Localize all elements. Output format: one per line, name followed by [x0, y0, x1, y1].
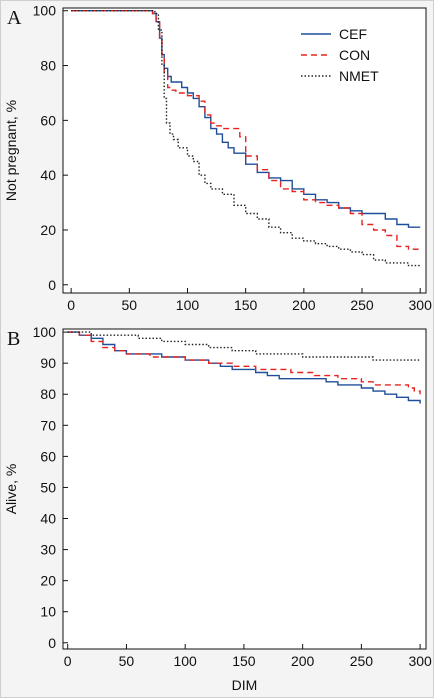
panel-a-letter: A: [7, 7, 22, 29]
panel-b-y-tick-label-90: 90: [40, 355, 56, 371]
panel-a-y-tick-label-60: 60: [40, 112, 56, 128]
panel-b-y-tick-label-50: 50: [40, 479, 56, 495]
panel-b-y-tick-label-60: 60: [40, 448, 56, 464]
panel-a-y-tick-label-0: 0: [48, 277, 56, 293]
panel-b-x-tick-label-250: 250: [350, 653, 374, 669]
panel-a-y-tick-label-80: 80: [40, 58, 56, 74]
panel-b-y-tick-label-20: 20: [40, 573, 56, 589]
panel-b-y-tick-label-30: 30: [40, 542, 56, 558]
legend-label-cef: CEF: [339, 26, 367, 42]
panel-b-series-con-line: [67, 331, 421, 395]
panel-a-legend: CEF CON NMET: [301, 26, 379, 84]
panel-a-y-tick-label-40: 40: [40, 167, 56, 183]
panel-a-x-tick-label-300: 300: [409, 297, 433, 313]
panel-b-series-nmet-line: [67, 331, 421, 361]
panel-a-y-tick-label-20: 20: [40, 222, 56, 238]
panel-a-x-tick-label-0: 0: [67, 297, 75, 313]
panel-b-x-tick-label-200: 200: [291, 653, 315, 669]
panel-b-x-tick-label-300: 300: [408, 653, 432, 669]
panel-a-group: 0 50 100 150 200 250 300 0 20 40 60 80 100 Not pregna…: [3, 3, 432, 313]
panel-b-y-tick-label-80: 80: [40, 386, 56, 402]
panel-a-x-tick-label-100: 100: [176, 297, 200, 313]
panel-a-x-tick-label-250: 250: [350, 297, 374, 313]
panel-b-y-axis-title: Alive, %: [3, 464, 19, 515]
panel-b-y-tick-label-70: 70: [40, 417, 56, 433]
panel-a-x-tick-label-150: 150: [234, 297, 258, 313]
panel-a-y-tick-label-100: 100: [33, 3, 57, 19]
panel-b-y-tick-label-10: 10: [40, 604, 56, 620]
panel-a-plot-area: [62, 7, 427, 294]
legend-label-nmet: NMET: [339, 68, 379, 84]
panel-b-group: 0 50 100 150 200 250 300 0 10 20 30 40 50 60 70 80 90 100…: [3, 324, 432, 693]
panel-b-y-tick-label-100: 100: [33, 324, 57, 340]
panel-b-y-tick-label-40: 40: [40, 511, 56, 527]
panel-a-y-axis-title: Not pregnant, %: [3, 100, 19, 201]
legend-label-con: CON: [339, 47, 370, 63]
panel-b-x-tick-label-0: 0: [64, 653, 72, 669]
panel-b-x-tick-label-50: 50: [119, 653, 135, 669]
panel-b-y-tick-label-0: 0: [48, 635, 56, 651]
panel-a-x-tick-label-50: 50: [122, 297, 138, 313]
panel-b-letter: B: [7, 328, 20, 350]
panel-a-series-con-line: [71, 10, 421, 250]
panel-b-x-axis-title: DIM: [232, 677, 258, 693]
panel-b-plot-area: [62, 328, 427, 650]
panel-a-x-tick-label-200: 200: [292, 297, 316, 313]
panel-b-x-tick-label-150: 150: [232, 653, 256, 669]
panel-b-x-tick-label-100: 100: [173, 653, 197, 669]
